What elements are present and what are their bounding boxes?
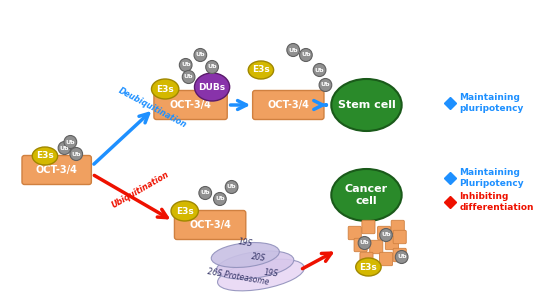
Text: E3s: E3s [36,151,54,161]
Text: Ub: Ub [301,52,311,58]
Ellipse shape [331,79,402,131]
Text: Ub: Ub [65,139,75,145]
Text: OCT-3/4: OCT-3/4 [267,100,309,110]
Text: OCT-3/4: OCT-3/4 [36,165,78,175]
FancyBboxPatch shape [370,240,383,254]
Circle shape [300,49,312,61]
Circle shape [206,60,218,74]
Text: Ub: Ub [181,63,190,68]
Ellipse shape [218,259,304,291]
FancyBboxPatch shape [393,248,406,262]
FancyBboxPatch shape [360,252,373,266]
Ellipse shape [151,79,179,99]
Circle shape [70,148,82,161]
Text: E3s: E3s [252,66,270,74]
Circle shape [182,71,195,83]
FancyBboxPatch shape [386,236,398,250]
FancyBboxPatch shape [379,252,393,266]
Ellipse shape [171,201,199,221]
Text: Cancer: Cancer [345,184,388,194]
Text: Stem cell: Stem cell [338,100,395,110]
FancyBboxPatch shape [174,210,246,240]
FancyBboxPatch shape [393,230,406,244]
Text: Ub: Ub [72,151,81,156]
Text: Ub: Ub [207,64,217,69]
FancyBboxPatch shape [348,226,361,240]
FancyBboxPatch shape [354,238,367,252]
Text: Ub: Ub [381,232,390,238]
Text: Ub: Ub [215,196,224,201]
Text: Ub: Ub [196,52,205,58]
FancyBboxPatch shape [377,226,390,240]
Text: Ub: Ub [201,190,210,195]
Text: OCT-3/4: OCT-3/4 [169,100,212,110]
Circle shape [64,136,76,148]
Text: 19S: 19S [238,238,254,249]
Circle shape [213,193,226,206]
FancyBboxPatch shape [391,220,404,234]
Text: Ub: Ub [397,254,406,260]
Text: Maintaining
Pluripotency: Maintaining Pluripotency [459,168,524,188]
Ellipse shape [248,61,274,79]
Text: E3s: E3s [156,85,174,94]
Text: Ubiquitination: Ubiquitination [109,170,170,210]
Text: 20S: 20S [251,252,267,263]
Text: Ub: Ub [184,74,194,80]
FancyBboxPatch shape [362,220,375,234]
Text: Maintaining
pluripotency: Maintaining pluripotency [459,93,524,113]
Text: OCT-3/4: OCT-3/4 [189,220,231,230]
Circle shape [379,229,392,241]
Circle shape [199,187,212,199]
Circle shape [194,49,207,61]
Text: Ub: Ub [288,47,298,52]
Ellipse shape [216,251,294,279]
FancyBboxPatch shape [154,91,227,119]
FancyBboxPatch shape [252,91,324,119]
Circle shape [358,237,371,249]
Text: 26S Proteasome: 26S Proteasome [206,267,270,287]
Ellipse shape [32,147,58,165]
Circle shape [226,181,238,193]
Circle shape [58,142,71,154]
Text: Inhibiting
differentiation: Inhibiting differentiation [459,192,534,212]
Text: Ub: Ub [321,83,330,88]
Ellipse shape [195,73,230,101]
Circle shape [287,44,300,57]
Text: E3s: E3s [176,207,194,215]
Text: Deubiquitination: Deubiquitination [117,86,189,130]
Circle shape [395,251,408,263]
Ellipse shape [331,169,402,221]
FancyBboxPatch shape [22,156,91,184]
Text: cell: cell [356,196,377,206]
Text: E3s: E3s [360,263,377,271]
Text: Ub: Ub [315,68,324,72]
Circle shape [313,63,326,77]
Text: Ub: Ub [60,145,69,150]
Text: Ub: Ub [360,240,369,246]
Text: DUBs: DUBs [199,83,225,91]
Text: Ub: Ub [227,184,236,190]
Circle shape [179,58,192,72]
Circle shape [319,78,332,91]
Text: 19S: 19S [264,268,279,279]
Ellipse shape [356,258,381,276]
Ellipse shape [211,243,279,268]
